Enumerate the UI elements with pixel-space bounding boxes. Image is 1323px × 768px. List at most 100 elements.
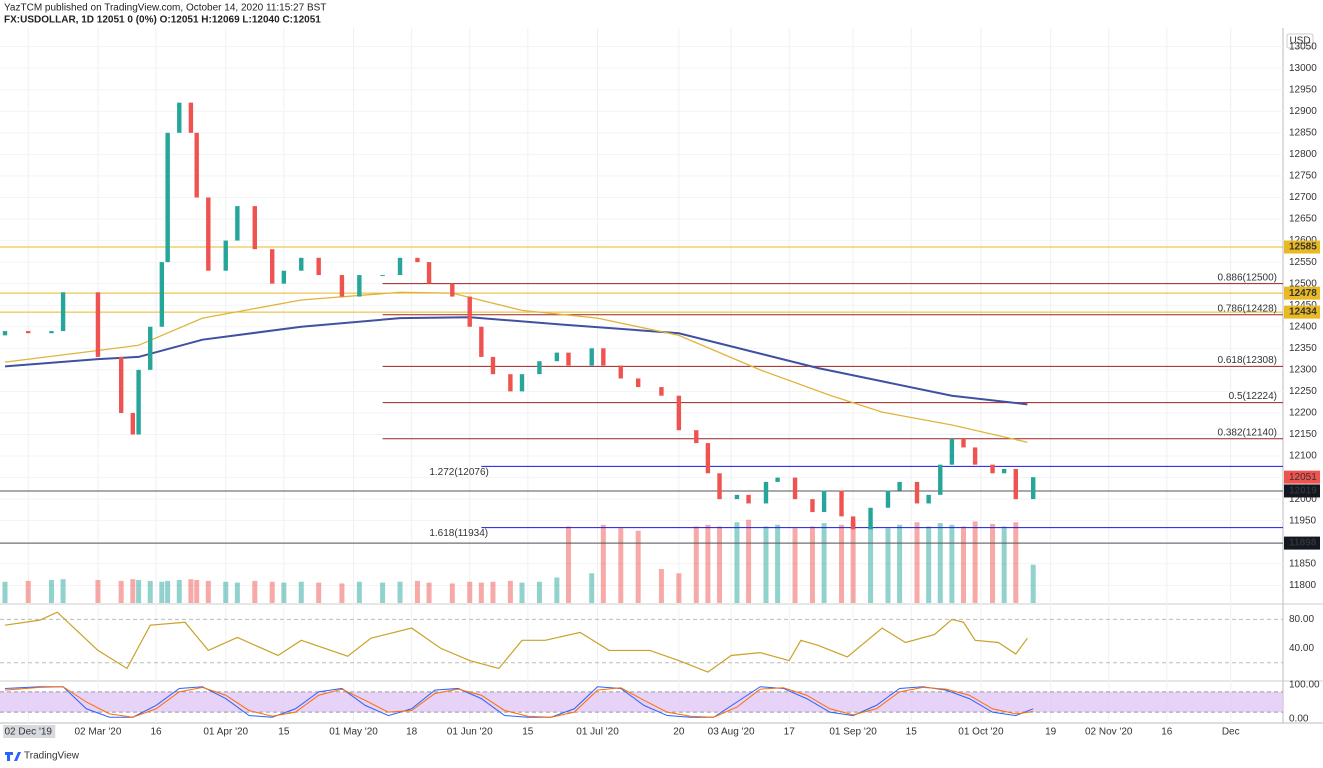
candle-body — [165, 132, 170, 263]
x-tick-label: 02 Dec '19 — [4, 727, 52, 738]
chart-title: YazTCM published on TradingView.com, Oct… — [4, 3, 326, 14]
volume-bar — [269, 581, 275, 603]
candle-body — [676, 395, 682, 431]
candle-body — [566, 352, 571, 366]
x-tick-label: 01 May '20 — [329, 727, 378, 738]
volume-bar — [281, 582, 287, 603]
level-label: 0.618(12308) — [1218, 355, 1278, 366]
y-tick-label: 12900 — [1289, 106, 1317, 117]
x-tick-label: 01 Oct '20 — [958, 727, 1004, 738]
level-label: 1.272(12076) — [429, 467, 489, 478]
level-badge — [1284, 484, 1320, 498]
moving-average — [4, 316, 1028, 406]
volume-bar — [159, 581, 165, 603]
level-badge-text: 12585 — [1289, 242, 1317, 253]
candle-body — [601, 348, 606, 366]
level-label: 0.382(12140) — [1218, 427, 1278, 438]
candle-body — [95, 292, 101, 357]
volume-bar — [990, 523, 996, 603]
x-tick-label: 15 — [522, 727, 534, 738]
candle-body — [194, 132, 199, 198]
level-badge — [1284, 536, 1320, 550]
price-badge-text: 12051 — [1289, 472, 1317, 483]
volume-bar — [809, 526, 815, 603]
brand-logo — [5, 752, 21, 761]
stoch-line — [4, 686, 1034, 718]
y-tick-label: 13050 — [1289, 41, 1317, 52]
level-badge-text: 12478 — [1289, 288, 1317, 299]
y-tick-label: 12950 — [1289, 84, 1317, 95]
volume-bar — [821, 523, 827, 603]
volume-bar — [25, 580, 31, 603]
volume-bar — [763, 526, 769, 603]
candle-body — [426, 262, 432, 284]
volume-bar — [60, 579, 66, 603]
y-tick-label: 13000 — [1289, 63, 1317, 74]
volume-bar — [490, 581, 496, 603]
candle-body — [1001, 468, 1007, 474]
stoch-band — [0, 691, 1283, 713]
candle-body — [914, 481, 920, 504]
volume-bar — [356, 581, 362, 603]
volume-bar — [467, 581, 473, 603]
volume-bar — [519, 582, 525, 603]
candle-body — [270, 249, 275, 284]
volume-bar — [298, 581, 304, 603]
volume-bar — [693, 526, 699, 603]
candle-body — [450, 283, 455, 297]
volume-bar — [635, 530, 641, 603]
candle-body — [380, 275, 385, 277]
y-tick-label: 12850 — [1289, 127, 1317, 138]
candle-body — [415, 257, 420, 263]
y-tick-label: 12800 — [1289, 149, 1317, 160]
volume-bar — [2, 581, 8, 603]
volume-bar — [397, 581, 403, 603]
y-tick-label: 12700 — [1289, 192, 1317, 203]
candle-body — [635, 378, 641, 388]
volume-bar — [48, 580, 54, 603]
candle-body — [938, 464, 943, 495]
stoch-line — [4, 686, 1034, 718]
volume-bar — [705, 524, 711, 603]
y-tick-label: 12650 — [1289, 214, 1317, 225]
volume-bar — [565, 526, 571, 603]
candle-body — [659, 387, 664, 396]
volume-bar — [507, 580, 513, 603]
candle-body — [792, 477, 798, 500]
volume-bar — [130, 579, 136, 603]
volume-bar — [658, 569, 664, 603]
x-tick-label: 17 — [784, 727, 796, 738]
candle-body — [763, 481, 769, 504]
volume-bar — [95, 580, 101, 603]
candle-body — [990, 464, 995, 474]
y-tick-label: 12450 — [1289, 300, 1317, 311]
x-tick-label: 18 — [406, 727, 418, 738]
volume-bar — [165, 580, 171, 603]
candle-body — [972, 447, 978, 465]
x-tick-label: 03 Aug '20 — [708, 727, 755, 738]
volume-bar — [339, 583, 345, 603]
level-label: 0.5(12224) — [1229, 391, 1277, 402]
candle-body — [1013, 468, 1018, 500]
y-tick-label: 12250 — [1289, 386, 1317, 397]
candle-body — [148, 326, 153, 370]
candle-body — [223, 240, 228, 271]
candle-body — [694, 430, 699, 444]
volume-bar — [589, 573, 595, 603]
candle-body — [519, 374, 525, 392]
x-tick-label: 01 Apr '20 — [203, 727, 248, 738]
volume-bar — [1013, 522, 1019, 603]
volume-bar — [380, 582, 386, 603]
level-label: 0.786(12428) — [1218, 303, 1278, 314]
price-badge — [1284, 470, 1320, 484]
candle-body — [810, 499, 815, 513]
volume-bar — [850, 521, 856, 603]
candle-body — [949, 438, 955, 465]
candle-body — [2, 331, 8, 336]
candle-body — [118, 356, 124, 413]
candle-body — [479, 326, 484, 357]
x-tick-label: 01 Sep '20 — [829, 727, 877, 738]
candle-body — [868, 507, 873, 530]
volume-bar — [1001, 526, 1007, 603]
